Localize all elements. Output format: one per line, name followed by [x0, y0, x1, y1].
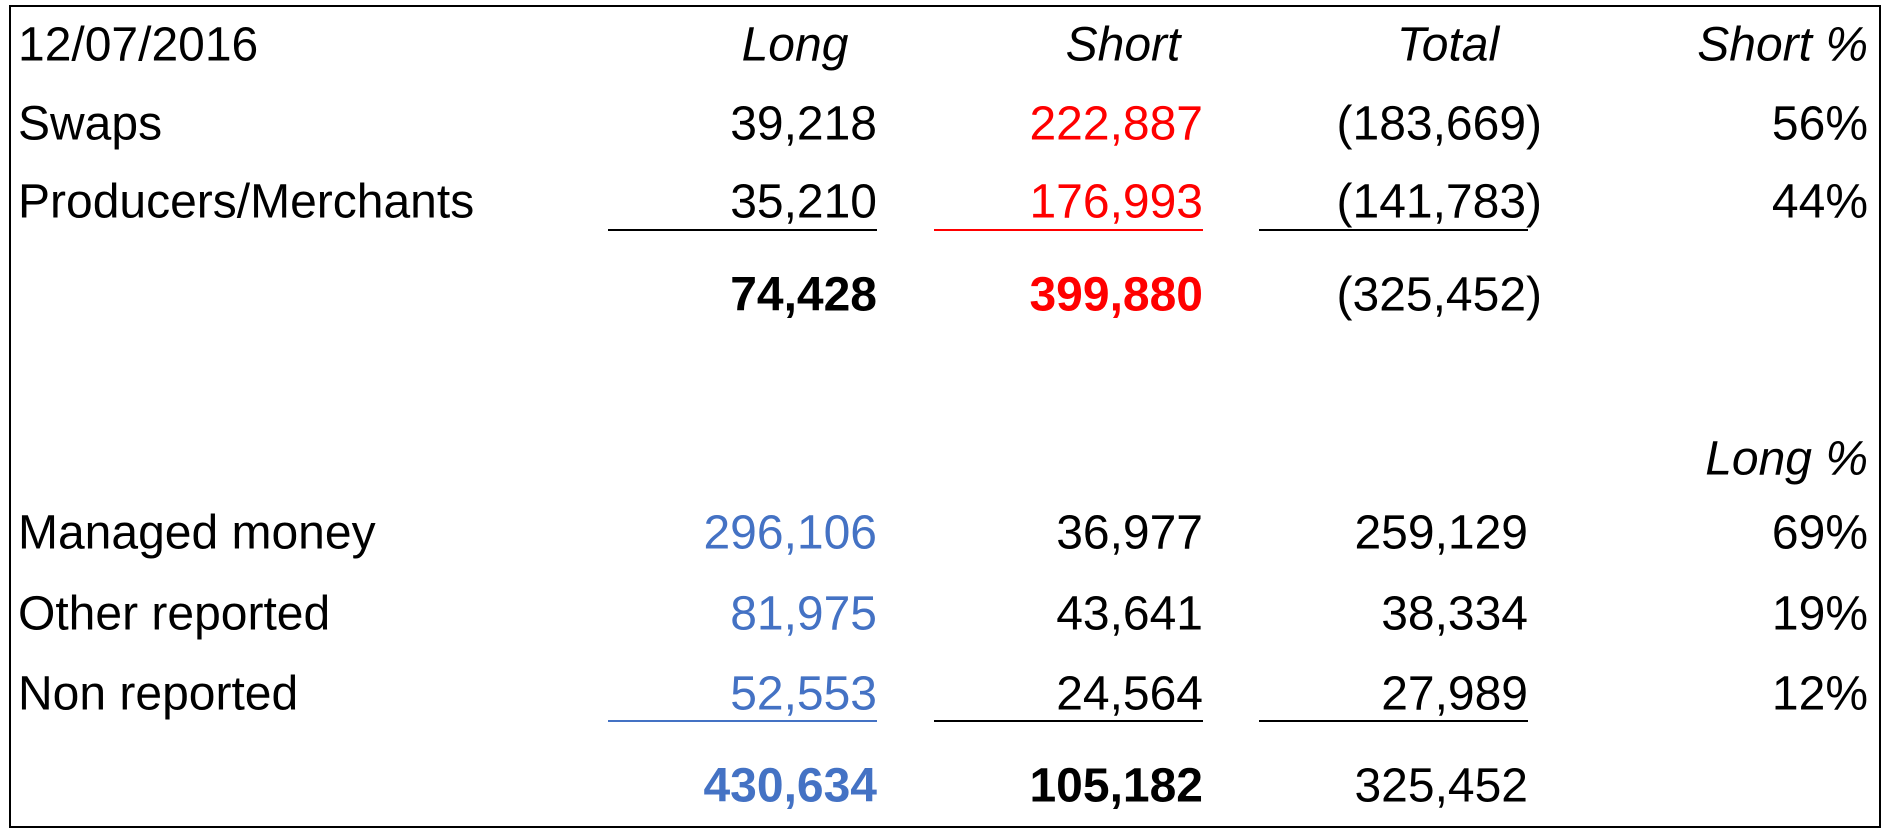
row-label: Non reported — [18, 668, 298, 721]
table-border — [9, 5, 1881, 828]
cell: 27,989 — [1381, 668, 1528, 721]
cell: 296,106 — [703, 507, 877, 560]
column-header: Long % — [1705, 433, 1868, 486]
subtotal: 74,428 — [730, 269, 877, 322]
cell: (183,669) — [1337, 98, 1542, 151]
total: 105,182 — [1029, 760, 1203, 813]
row-label: Producers/Merchants — [18, 176, 474, 229]
cell: 44% — [1772, 176, 1868, 229]
cell: 259,129 — [1354, 507, 1528, 560]
cell: 38,334 — [1381, 588, 1528, 641]
row-label: Other reported — [18, 588, 330, 641]
total: 325,452 — [1354, 760, 1528, 813]
cell: 56% — [1772, 98, 1868, 151]
column-header: Short % — [1697, 19, 1868, 72]
cell: 35,210 — [730, 176, 877, 229]
cell: 12% — [1772, 668, 1868, 721]
row-label: Managed money — [18, 507, 376, 560]
subtotal: (325,452) — [1337, 269, 1542, 322]
cell: 222,887 — [1029, 98, 1203, 151]
column-header: Long — [742, 19, 849, 72]
total: 430,634 — [703, 760, 877, 813]
subtotal: 399,880 — [1029, 269, 1203, 322]
cell: 24,564 — [1056, 668, 1203, 721]
date: 12/07/2016 — [18, 19, 258, 72]
cell: 19% — [1772, 588, 1868, 641]
cell: 176,993 — [1029, 176, 1203, 229]
column-header: Total — [1397, 19, 1501, 72]
cell: (141,783) — [1337, 176, 1542, 229]
cell: 52,553 — [730, 668, 877, 721]
cell: 69% — [1772, 507, 1868, 560]
cell: 43,641 — [1056, 588, 1203, 641]
row-label: Swaps — [18, 98, 162, 151]
column-header: Short — [1066, 19, 1182, 72]
cell: 81,975 — [730, 588, 877, 641]
cell: 36,977 — [1056, 507, 1203, 560]
cell: 39,218 — [730, 98, 877, 151]
